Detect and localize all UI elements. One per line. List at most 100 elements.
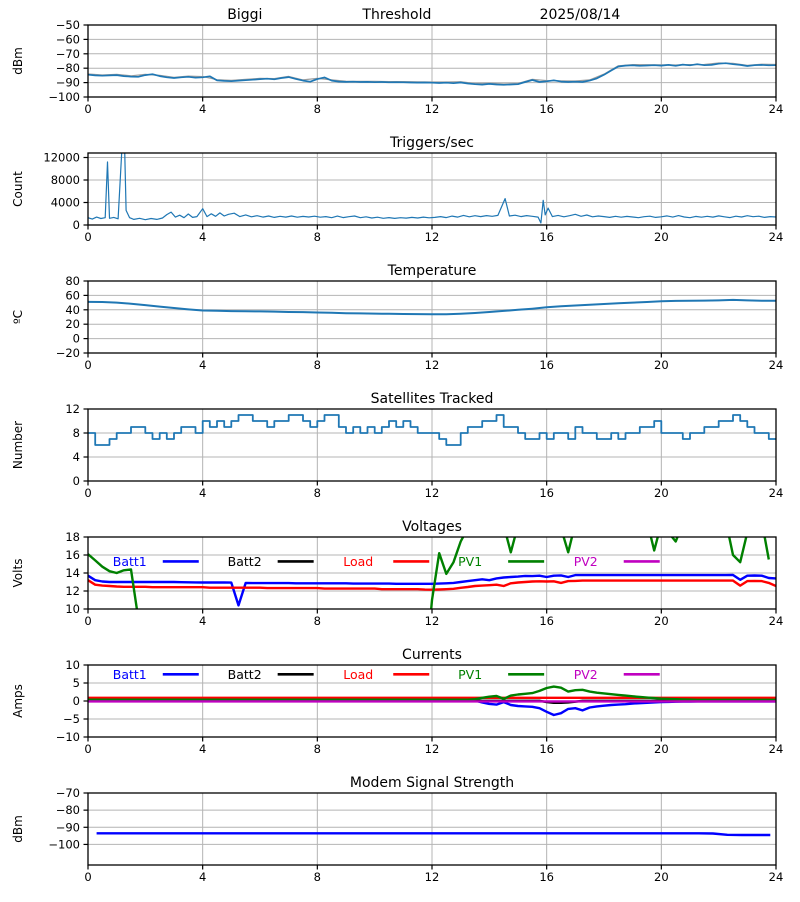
y-tick-label: −100 [48, 90, 80, 104]
panel-title-2: 2025/08/14 [540, 7, 621, 23]
series-line-PV1 [88, 537, 770, 609]
chart-currents: 0 4 8 12 16 20 24 −10 −5 0 5 10 Amps Currents Batt1 Bat… [11, 647, 784, 756]
x-tick-label: 4 [199, 230, 206, 244]
y-tick-label: 18 [65, 530, 80, 544]
series-line-PV1 [88, 685, 776, 701]
y-tick-label: 16 [65, 548, 80, 562]
x-tick-label: 0 [84, 486, 91, 500]
x-tick-label: 20 [654, 614, 669, 628]
y-tick-label: −70 [56, 786, 80, 800]
legend-label-Batt2: Batt2 [228, 554, 262, 569]
y-tick-label: 10 [65, 602, 80, 616]
y-axis-label: ºC [11, 310, 25, 324]
legend-label-PV2: PV2 [574, 667, 598, 682]
y-tick-label: −70 [56, 47, 80, 61]
legend-label-Batt1: Batt1 [113, 667, 147, 682]
x-tick-label: 12 [425, 614, 440, 628]
legend-label-Batt2: Batt2 [228, 667, 262, 682]
x-tick-label: 12 [425, 358, 440, 372]
panel-triggers: 0 4 8 12 16 20 24 0 4000 8000 12000 Count Triggers/s… [0, 130, 800, 258]
y-axis-label: Count [11, 171, 25, 207]
y-tick-label: 10 [65, 658, 80, 672]
y-tick-label: 4000 [51, 196, 80, 210]
x-tick-label: 20 [654, 230, 669, 244]
x-tick-label: 4 [199, 870, 206, 884]
y-tick-label: −20 [56, 346, 80, 360]
legend-label-Batt1: Batt1 [113, 554, 147, 569]
x-tick-label: 16 [539, 230, 554, 244]
panel-voltages: 0 4 8 12 16 20 24 10 12 14 16 18 Volts Voltages Batt1 B… [0, 514, 800, 642]
x-tick-label: 12 [425, 742, 440, 756]
x-tick-label: 20 [654, 102, 669, 116]
panel-title: Modem Signal Strength [350, 775, 514, 791]
x-tick-label: 12 [425, 486, 440, 500]
x-tick-label: 16 [539, 870, 554, 884]
x-tick-label: 0 [84, 742, 91, 756]
series-line-signal [88, 62, 776, 86]
y-tick-label: −100 [48, 837, 80, 851]
y-axis-label: Amps [11, 684, 25, 718]
x-tick-label: 4 [199, 486, 206, 500]
x-tick-label: 24 [769, 358, 784, 372]
x-tick-label: 4 [199, 102, 206, 116]
y-tick-label: −90 [56, 76, 80, 90]
legend-label-PV1: PV1 [458, 554, 482, 569]
y-axis-label: Number [11, 421, 25, 469]
x-tick-label: 12 [425, 870, 440, 884]
y-tick-label: 0 [73, 332, 80, 346]
panel-title: Voltages [402, 519, 462, 535]
x-tick-label: 8 [314, 358, 321, 372]
x-tick-label: 16 [539, 358, 554, 372]
x-tick-label: 16 [539, 742, 554, 756]
x-tick-label: 8 [314, 230, 321, 244]
x-tick-label: 0 [84, 230, 91, 244]
y-tick-label: 0 [73, 474, 80, 488]
panel-title: Triggers/sec [389, 135, 474, 151]
series-line-trigger-rate [88, 153, 776, 224]
x-tick-label: 24 [769, 230, 784, 244]
x-tick-label: 0 [84, 614, 91, 628]
panel-currents: 0 4 8 12 16 20 24 −10 −5 0 5 10 Amps Currents Batt1 Bat… [0, 642, 800, 770]
y-tick-label: 12 [65, 402, 80, 416]
x-tick-label: 16 [539, 102, 554, 116]
chart-triggers: 0 4 8 12 16 20 24 0 4000 8000 12000 Count Triggers/s… [11, 135, 784, 244]
x-tick-label: 24 [769, 102, 784, 116]
panel-threshold: 0 4 8 12 16 20 24 −100 −90 −80 −70 −60 −50 dBm Biggi Th… [0, 2, 800, 130]
legend-label-Load: Load [343, 667, 373, 682]
y-tick-label: −10 [56, 730, 80, 744]
panel-title: Satellites Tracked [371, 391, 494, 407]
legend-label-PV1: PV1 [458, 667, 482, 682]
chart-threshold: 0 4 8 12 16 20 24 −100−90−80−70−60−50 dBm Biggi Th… [11, 7, 784, 116]
x-tick-label: 12 [425, 102, 440, 116]
y-tick-label: −60 [56, 32, 80, 46]
x-tick-label: 0 [84, 870, 91, 884]
panel-title-1: Threshold [361, 7, 431, 23]
legend-label-PV2: PV2 [574, 554, 598, 569]
x-tick-label: 16 [539, 486, 554, 500]
x-tick-label: 8 [314, 486, 321, 500]
legend-label-Load: Load [343, 554, 373, 569]
x-tick-label: 8 [314, 102, 321, 116]
panel-satellites: 0 4 8 12 16 20 24 0 4 8 12 Number Satellites Tracked [0, 386, 800, 514]
series-line-Batt1 [88, 573, 776, 607]
y-tick-label: 8 [73, 426, 80, 440]
y-axis-label: dBm [11, 815, 25, 843]
x-tick-label: 20 [654, 486, 669, 500]
x-tick-label: 24 [769, 742, 784, 756]
x-tick-label: 0 [84, 102, 91, 116]
y-tick-label: 12 [65, 584, 80, 598]
y-tick-label: 14 [65, 566, 80, 580]
panel-title-0: Biggi [227, 7, 262, 23]
y-tick-label: 40 [65, 303, 80, 317]
x-tick-label: 12 [425, 230, 440, 244]
panel-title: Currents [402, 647, 462, 663]
y-tick-label: −50 [56, 18, 80, 32]
series-line-Load [88, 579, 776, 591]
series-line-temperature [88, 298, 776, 316]
panel-temperature: 0 4 8 12 16 20 24 −20 0 20 40 60 80 ºC Temperature [0, 258, 800, 386]
x-tick-label: 8 [314, 870, 321, 884]
series-line-satellites-tracked [88, 414, 776, 446]
y-axis-label: Volts [11, 559, 25, 588]
